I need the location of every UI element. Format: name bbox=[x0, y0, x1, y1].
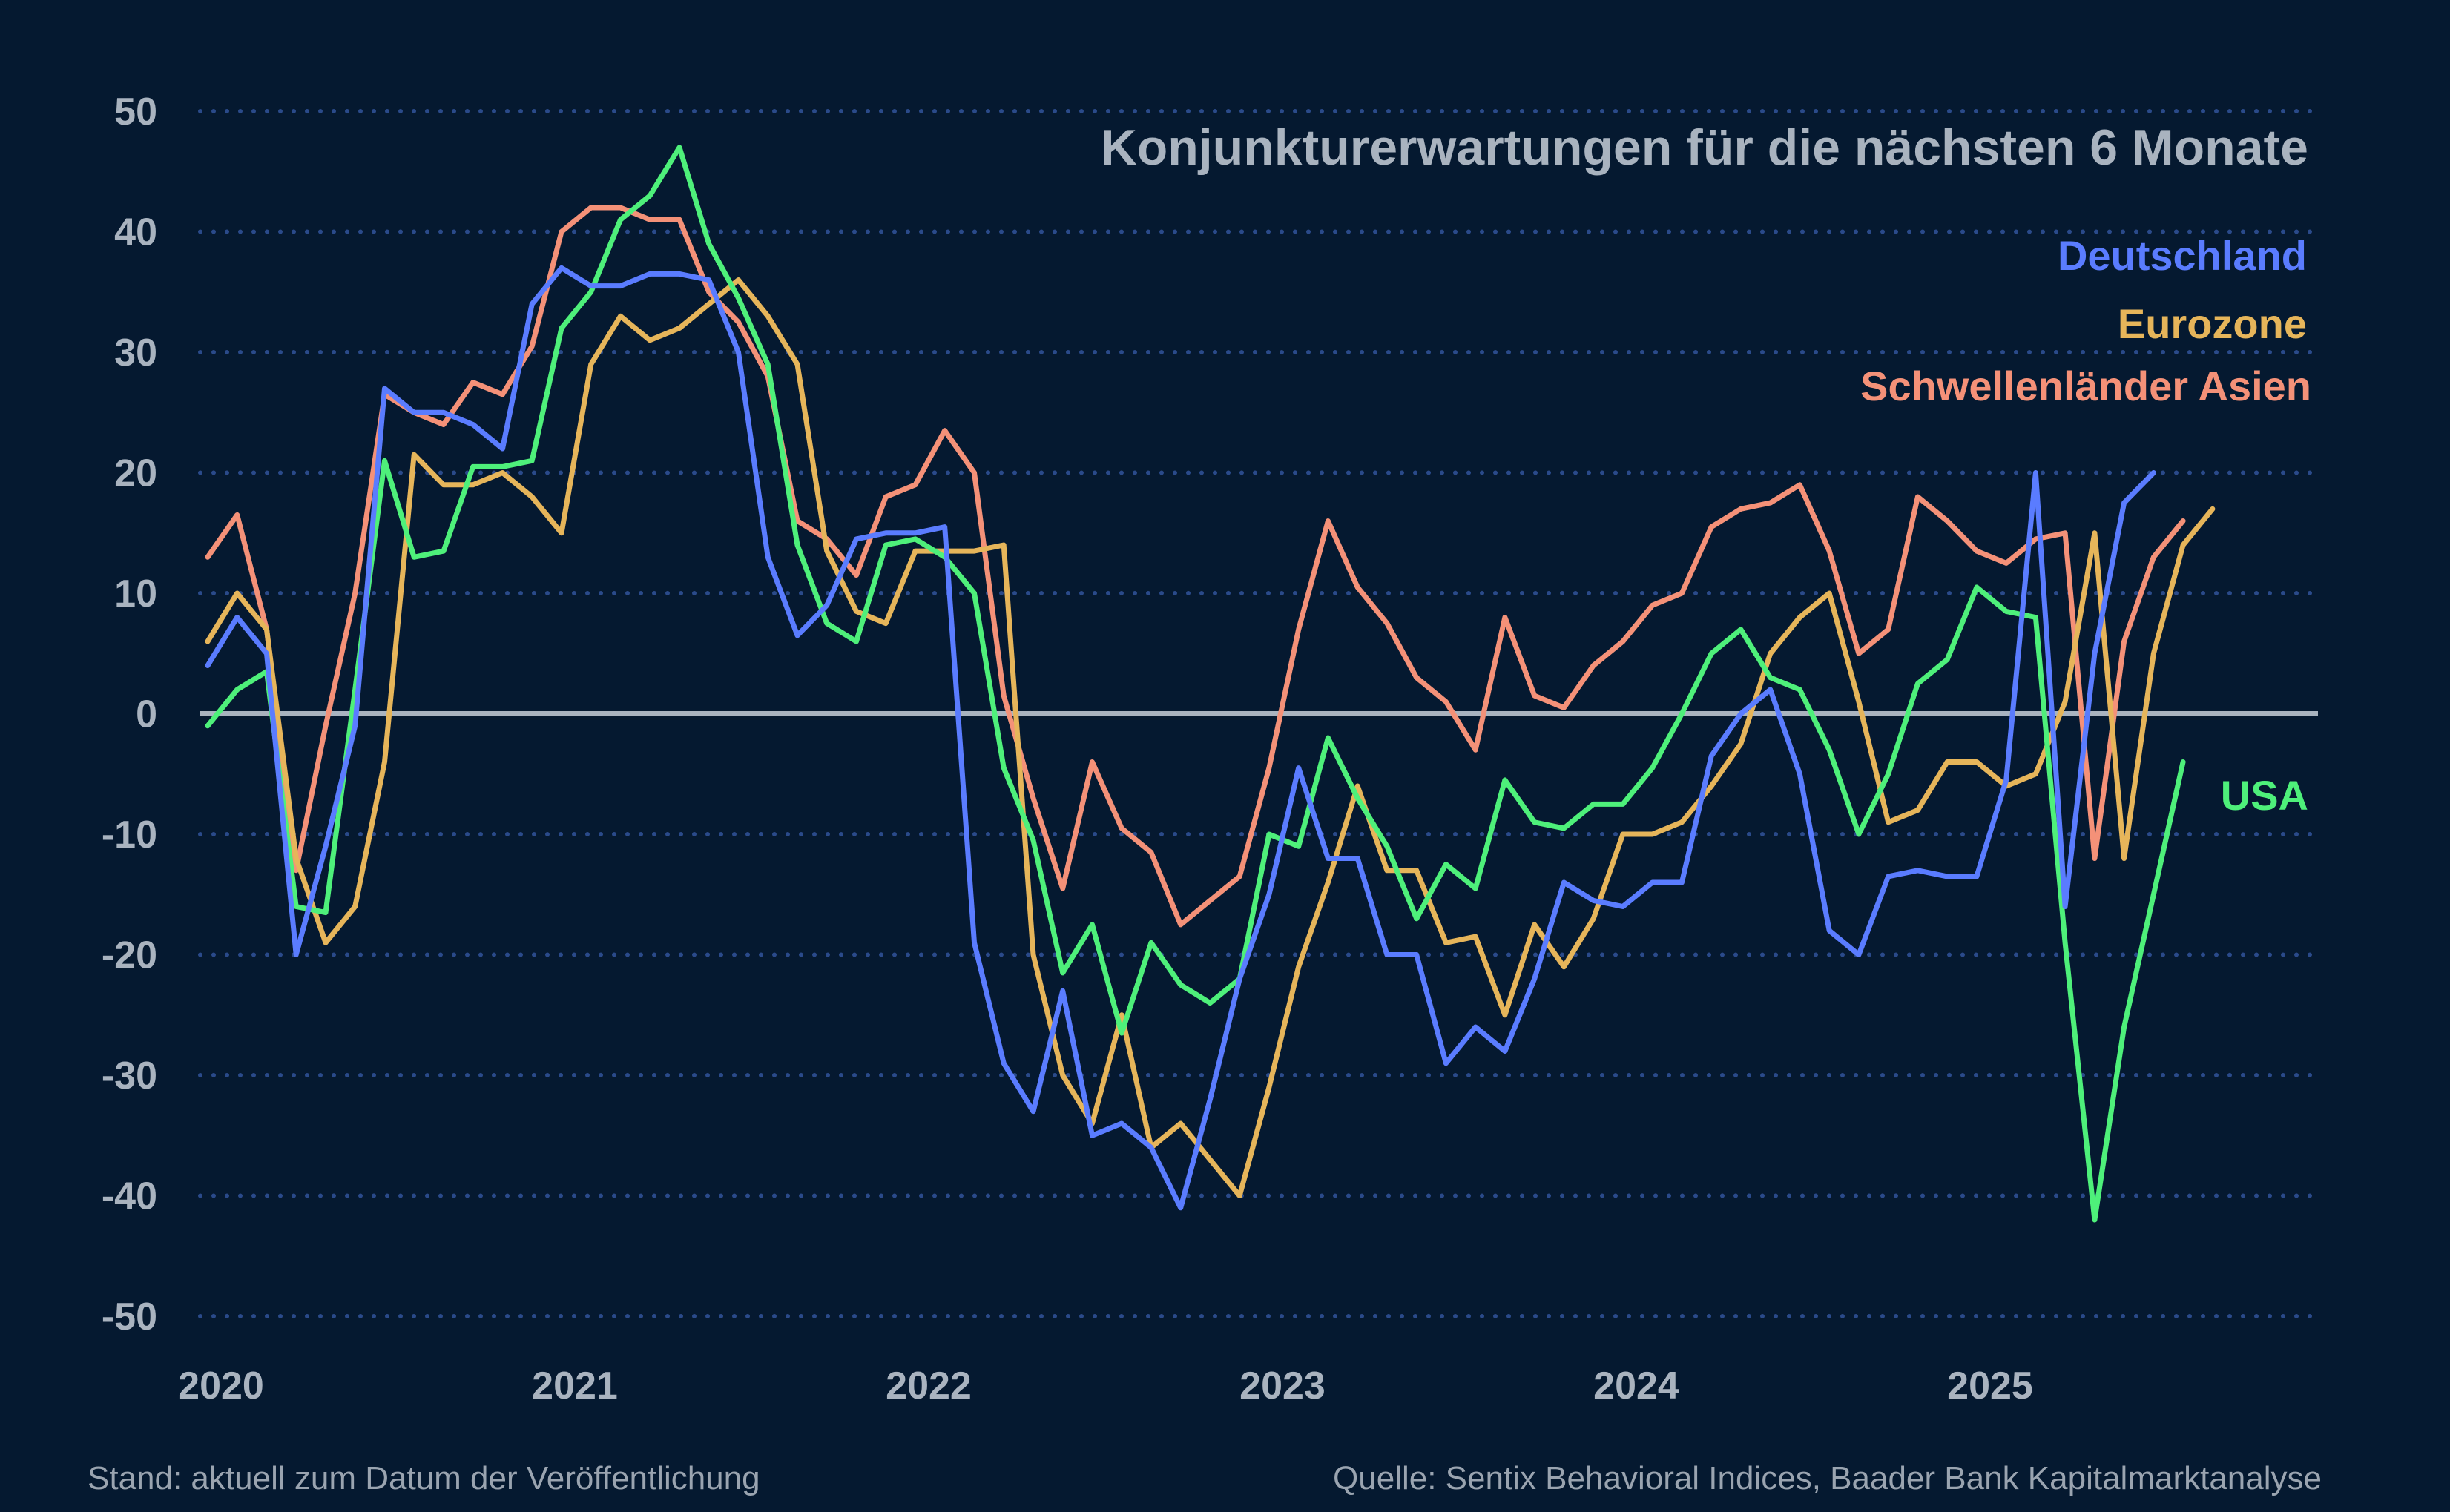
legend-label-schwellenlaender-asien: Schwellenländer Asien bbox=[1860, 363, 2311, 409]
series-line-deutschland bbox=[205, 265, 2156, 1211]
y-tick-label: -10 bbox=[102, 813, 157, 856]
y-tick-label: 20 bbox=[114, 452, 157, 495]
y-tick-label: -40 bbox=[102, 1175, 157, 1218]
chart-title: Konjunkturerwartungen für die nächsten 6… bbox=[1101, 119, 2308, 176]
y-tick-label: 40 bbox=[114, 211, 157, 254]
series-line-usa bbox=[205, 145, 2186, 1223]
series-lines bbox=[205, 145, 2216, 1223]
legend-label-usa: USA bbox=[2221, 772, 2308, 819]
y-tick-label: -20 bbox=[102, 934, 157, 977]
x-axis-ticks: 2020 2021 2022 2023 2024 2025 bbox=[178, 1364, 2033, 1407]
legend-label-deutschland: Deutschland bbox=[2058, 232, 2307, 279]
x-tick-label: 2025 bbox=[1947, 1364, 2033, 1407]
footer-note: Stand: aktuell zum Datum der Veröffentli… bbox=[88, 1460, 760, 1496]
series-line-schwellenl-nder-asien bbox=[205, 205, 2186, 928]
y-tick-label: -30 bbox=[102, 1054, 157, 1097]
y-tick-label: -50 bbox=[102, 1295, 157, 1338]
x-tick-label: 2022 bbox=[886, 1364, 972, 1407]
x-tick-label: 2020 bbox=[178, 1364, 264, 1407]
y-tick-label: 0 bbox=[136, 693, 157, 736]
x-tick-label: 2023 bbox=[1239, 1364, 1326, 1407]
y-axis-ticks: 50 40 30 20 10 0 -10 -20 -30 -40 -50 bbox=[102, 90, 157, 1338]
legend-label-eurozone: Eurozone bbox=[2118, 300, 2307, 347]
x-tick-label: 2024 bbox=[1593, 1364, 1679, 1407]
grid bbox=[198, 109, 2320, 1318]
footer-source: Quelle: Sentix Behavioral Indices, Baade… bbox=[1333, 1460, 2322, 1496]
y-tick-label: 30 bbox=[114, 331, 157, 374]
y-tick-label: 10 bbox=[114, 572, 157, 615]
y-tick-label: 50 bbox=[114, 90, 157, 133]
x-tick-label: 2021 bbox=[532, 1364, 618, 1407]
series-line-eurozone bbox=[205, 277, 2216, 1198]
